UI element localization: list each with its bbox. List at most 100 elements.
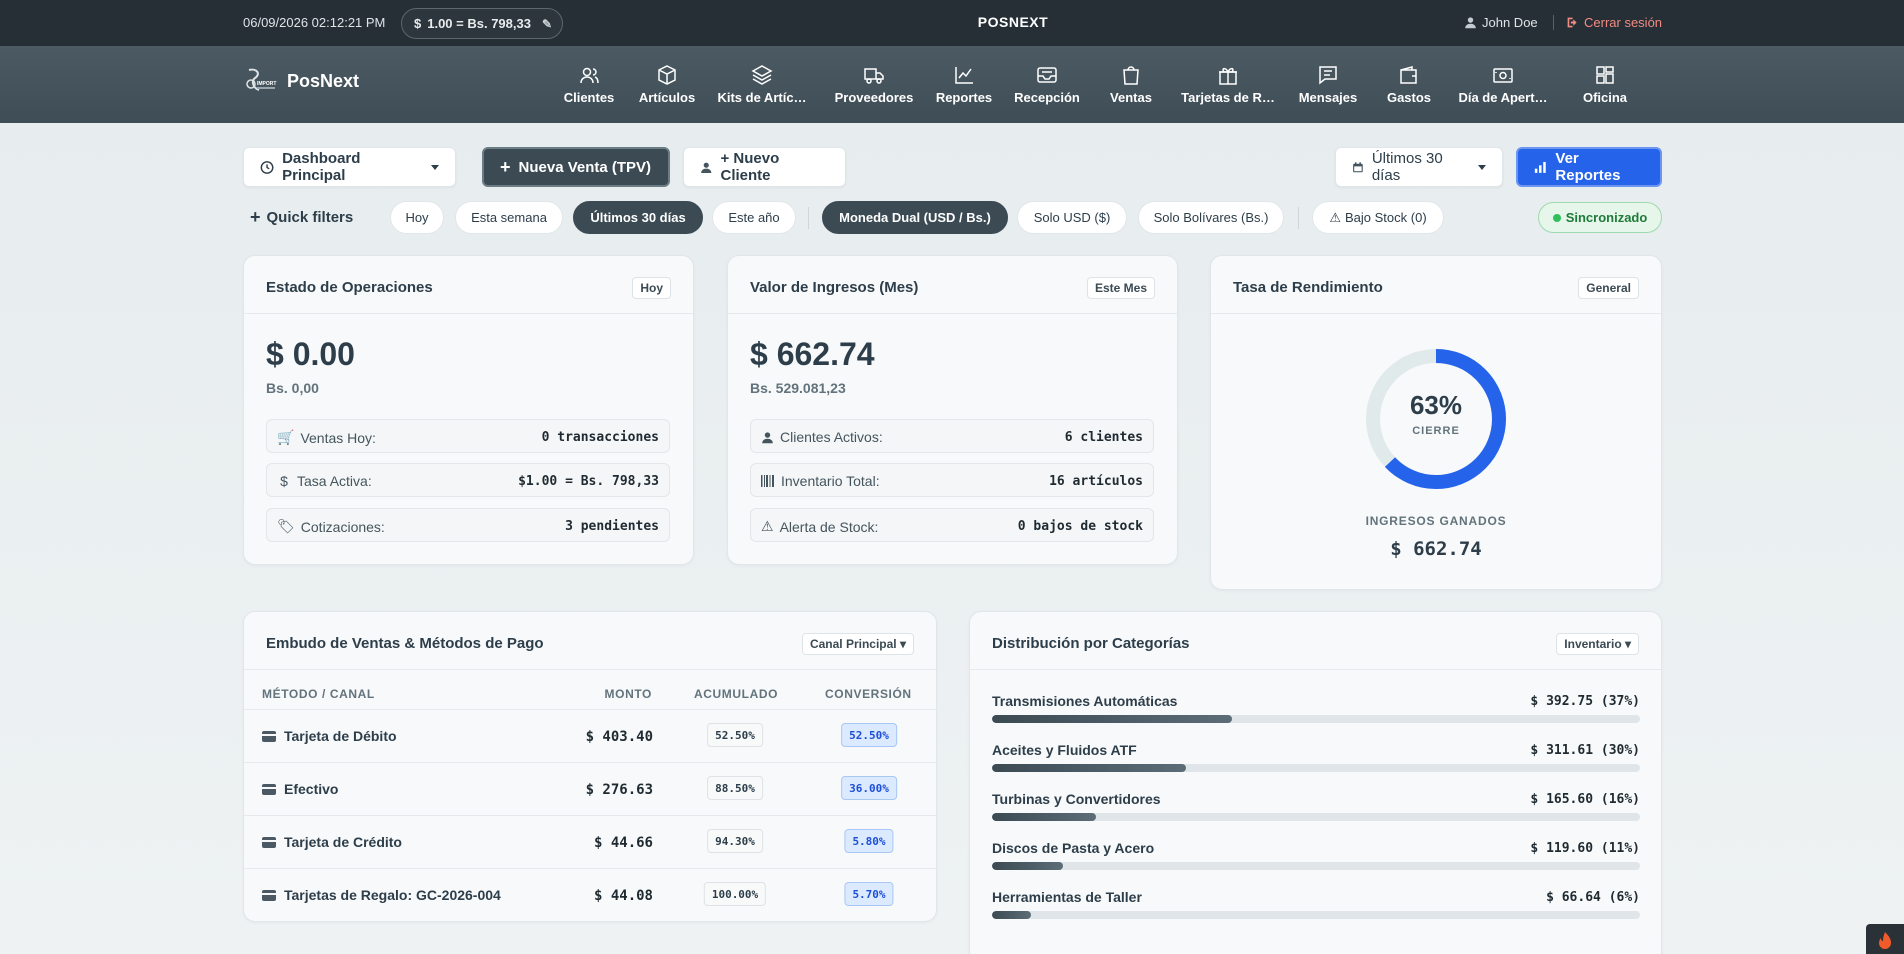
category-bar-fill xyxy=(992,911,1031,919)
kv-value: 16 artículos xyxy=(1049,474,1143,489)
dollar-icon: $ xyxy=(280,473,288,489)
card-header: Tasa de Rendimiento General xyxy=(1211,256,1661,314)
card-tag: Este Mes xyxy=(1086,277,1155,299)
filter-this-week[interactable]: Esta semana xyxy=(455,201,563,234)
user-menu[interactable]: John Doe xyxy=(1464,15,1538,30)
exchange-rate-chip[interactable]: $ 1.00 = Bs. 798,33 ✎ xyxy=(401,8,563,39)
debug-toolbar-toggle[interactable] xyxy=(1866,924,1904,954)
nav-item-label: Oficina xyxy=(1582,90,1628,105)
bar-chart-icon xyxy=(1534,161,1546,173)
row-name: Tarjetas de Regalo: GC-2026-004 xyxy=(262,887,501,903)
nav-item[interactable]: Kits de Artíc… xyxy=(702,46,822,123)
gift-card-icon xyxy=(262,889,276,901)
filter-today[interactable]: Hoy xyxy=(390,201,444,234)
nav-item[interactable]: Día de Apert… xyxy=(1443,46,1563,123)
logout-link[interactable]: Cerrar sesión xyxy=(1566,15,1662,30)
channel-dropdown[interactable]: Canal Principal ▾ xyxy=(801,633,914,655)
filter-bs-only[interactable]: Solo Bolívares (Bs.) xyxy=(1138,201,1284,234)
user-name: John Doe xyxy=(1482,15,1538,30)
divider xyxy=(1298,207,1299,229)
low-stock-label: Bajo Stock (0) xyxy=(1345,210,1427,225)
divider xyxy=(1553,15,1554,30)
nav-item[interactable]: Clientes xyxy=(529,46,649,123)
kv-row: 🏷 Cotizaciones: 3 pendientes xyxy=(266,508,670,542)
nav-item[interactable]: Artículos xyxy=(607,46,727,123)
table-row[interactable]: Tarjeta de Débito $ 403.40 52.50% 52.50% xyxy=(244,709,937,762)
table-row[interactable]: Tarjeta de Crédito $ 44.66 94.30% 5.80% xyxy=(244,815,937,868)
category-bar-track xyxy=(992,911,1640,919)
category-bar-track xyxy=(992,813,1640,821)
kv-row: Clientes Activos: 6 clientes xyxy=(750,419,1154,453)
nav-item[interactable]: Mensajes xyxy=(1268,46,1388,123)
kv-key: 🏷 Cotizaciones: xyxy=(277,518,385,535)
card-title: Tasa de Rendimiento xyxy=(1233,279,1383,296)
card-header: Distribución por Categorías Inventario ▾ xyxy=(970,612,1661,670)
shopping-bag-icon xyxy=(1123,66,1139,85)
nav-item-label: Ventas xyxy=(1110,90,1152,105)
brand[interactable]: IMPORT PosNext xyxy=(243,66,359,96)
category-bar-fill xyxy=(992,715,1232,723)
category-name: Discos de Pasta y Acero xyxy=(992,840,1155,856)
chevron-down-icon xyxy=(431,164,439,170)
row-name: Tarjeta de Débito xyxy=(262,728,397,744)
logout-icon xyxy=(1567,17,1577,28)
warning-icon: ⚠ xyxy=(761,518,774,534)
donut-label: CIERRE xyxy=(1412,425,1460,437)
kv-key: $ Tasa Activa: xyxy=(277,473,372,489)
category-value: $ 165.60 (16%) xyxy=(1530,792,1640,807)
nav-item[interactable]: Ventas xyxy=(1071,46,1191,123)
kv-value: $1.00 = Bs. 798,33 xyxy=(518,474,659,489)
category-value: $ 392.75 (37%) xyxy=(1530,694,1640,709)
kv-key-label: Inventario Total: xyxy=(781,473,880,489)
donut-chart xyxy=(1366,349,1506,489)
dashboard-select[interactable]: Dashboard Principal xyxy=(243,147,456,187)
row-amount: $ 44.08 xyxy=(593,888,653,904)
nav-item[interactable]: Gastos xyxy=(1349,46,1469,123)
category-name: Herramientas de Taller xyxy=(992,889,1142,905)
income-amount: $ 662.74 xyxy=(750,336,875,372)
filter-this-year[interactable]: Este año xyxy=(712,201,796,234)
view-reports-label: Ver Reportes xyxy=(1555,150,1621,184)
box-icon xyxy=(658,65,676,85)
kv-key-label: Cotizaciones: xyxy=(300,518,385,535)
funnel-card: Embudo de Ventas & Métodos de Pago Canal… xyxy=(243,611,937,922)
inventory-dropdown[interactable]: Inventario ▾ xyxy=(1556,633,1639,655)
user-icon xyxy=(701,162,712,173)
truck-icon xyxy=(864,68,884,84)
pencil-icon[interactable]: ✎ xyxy=(541,17,552,31)
warning-icon: ⚠ xyxy=(1329,209,1341,225)
category-row: Discos de Pasta y Acero $ 119.60 (11%) xyxy=(992,840,1640,880)
new-client-button[interactable]: + Nuevo Cliente xyxy=(683,147,846,187)
dashboard-select-label: Dashboard Principal xyxy=(282,150,361,184)
nav-item[interactable]: Recepción xyxy=(987,46,1107,123)
filter-dual-currency[interactable]: Moneda Dual (USD / Bs.) xyxy=(822,201,1008,234)
nav-item[interactable]: Proveedores xyxy=(814,46,934,123)
date-range-select[interactable]: Últimos 30 días xyxy=(1335,147,1503,187)
table-row[interactable]: Efectivo $ 276.63 88.50% 36.00% xyxy=(244,762,937,815)
quick-filters-label[interactable]: + Quick filters xyxy=(250,208,353,226)
sync-status-label: Sincronizado xyxy=(1565,210,1648,225)
user-icon xyxy=(762,431,773,443)
kv-row: ⚠ Alerta de Stock: 0 bajos de stock xyxy=(750,508,1154,542)
filter-usd-only[interactable]: Solo USD ($) xyxy=(1017,201,1127,234)
new-sale-button[interactable]: + Nueva Venta (TPV) xyxy=(482,147,670,187)
nav-item[interactable]: Tarjetas de R… xyxy=(1168,46,1288,123)
filter-low-stock[interactable]: ⚠ Bajo Stock (0) xyxy=(1312,201,1444,234)
nav-item[interactable]: Oficina xyxy=(1545,46,1665,123)
category-value: $ 311.61 (30%) xyxy=(1530,743,1640,758)
plus-icon: + xyxy=(250,207,261,227)
table-row[interactable]: Tarjetas de Regalo: GC-2026-004 $ 44.08 … xyxy=(244,868,937,921)
category-bar-fill xyxy=(992,862,1064,870)
row-cumulative: 88.50% xyxy=(707,776,763,800)
clock-icon xyxy=(260,160,274,174)
cash-register-icon xyxy=(1493,68,1513,83)
category-row: Herramientas de Taller $ 66.64 (6%) xyxy=(992,889,1640,929)
earned-value: $ 662.74 xyxy=(1390,538,1482,560)
view-reports-button[interactable]: Ver Reportes xyxy=(1516,147,1662,187)
filter-last-30-days[interactable]: Últimos 30 días xyxy=(573,201,703,234)
row-amount: $ 403.40 xyxy=(585,729,653,745)
nav-item[interactable]: Reportes xyxy=(904,46,1024,123)
row-conversion: 5.80% xyxy=(844,829,894,853)
operations-amount: $ 0.00 xyxy=(266,336,355,372)
